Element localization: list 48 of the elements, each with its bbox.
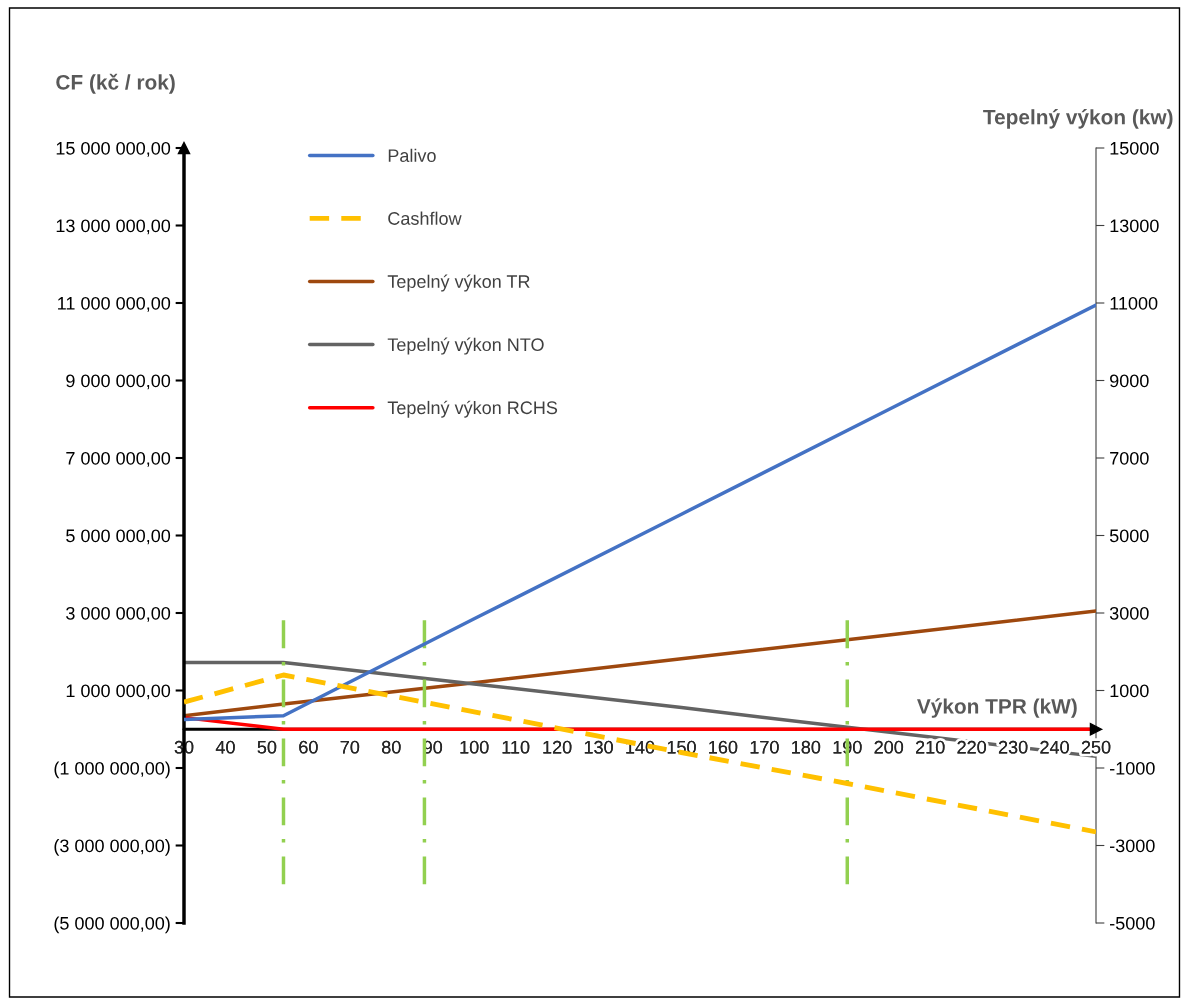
x-tick-label: 100 bbox=[460, 740, 489, 754]
y-tick-label: 1 000 000,00 bbox=[66, 684, 171, 700]
y-tick-label: 15 000 000,00 bbox=[56, 141, 171, 157]
y-tick-label: 11 000 000,00 bbox=[58, 296, 171, 312]
x-tick-label: 160 bbox=[709, 740, 738, 754]
x-tick-label: 210 bbox=[916, 740, 945, 754]
y2-tick-label: 7000 bbox=[1110, 451, 1149, 465]
legend-label: Tepelný výkon NTO bbox=[387, 337, 544, 355]
y2-tick-label: -3000 bbox=[1110, 839, 1155, 853]
x-tick-label: 70 bbox=[340, 740, 360, 754]
x-tick-label: 50 bbox=[257, 740, 277, 754]
legend-label: Tepelný výkon RCHS bbox=[387, 400, 558, 418]
y2-tick-label: 11000 bbox=[1110, 296, 1158, 310]
y2-axis-title: Tepelný výkon (kw) bbox=[983, 109, 1173, 129]
x-tick-label: 130 bbox=[584, 740, 613, 754]
y2-tick-label: 15000 bbox=[1110, 141, 1159, 155]
legend-label: Cashflow bbox=[388, 211, 462, 225]
y2-tick-label: -5000 bbox=[1110, 916, 1155, 930]
y-tick-label: (1 000 000,00) bbox=[54, 761, 170, 779]
x-tick-label: 170 bbox=[750, 740, 779, 754]
y2-tick-label: 3000 bbox=[1109, 606, 1149, 620]
y2-tick-label: 9000 bbox=[1110, 374, 1149, 388]
x-tick-label: 40 bbox=[215, 740, 235, 754]
x-axis-title: Výkon TPR (kW) bbox=[917, 698, 1077, 718]
y2-tick-label: 1000 bbox=[1110, 684, 1149, 698]
y2-tick-label: 5000 bbox=[1109, 529, 1149, 543]
y-tick-label: 5 000 000,00 bbox=[66, 529, 171, 545]
x-tick-label: 60 bbox=[299, 740, 318, 754]
y-tick-label: (3 000 000,00) bbox=[54, 838, 170, 856]
legend-label: Palivo bbox=[388, 148, 436, 163]
x-tick-label: 250 bbox=[1081, 740, 1111, 754]
y2-tick-label: -1000 bbox=[1110, 761, 1155, 775]
y-tick-label: (5 000 000,00) bbox=[54, 916, 170, 934]
y-tick-label: 13 000 000,00 bbox=[56, 219, 171, 235]
y-tick-label: 3 000 000,00 bbox=[66, 606, 171, 622]
x-tick-label: 220 bbox=[957, 740, 986, 754]
x-tick-label: 120 bbox=[543, 740, 572, 754]
y-axis-title: CF (kč / rok) bbox=[56, 73, 175, 94]
y2-tick-label: 13000 bbox=[1110, 219, 1159, 233]
x-tick-label: 80 bbox=[382, 740, 401, 754]
line-series bbox=[184, 303, 1096, 722]
y-tick-label: 9 000 000,00 bbox=[66, 374, 171, 390]
x-tick-label: 200 bbox=[874, 740, 904, 754]
legend-label: Tepelný výkon TR bbox=[387, 274, 530, 292]
x-tick-label: 180 bbox=[792, 740, 821, 754]
line-series bbox=[184, 609, 1096, 718]
x-tick-label: 110 bbox=[502, 740, 530, 754]
y-tick-label: 7 000 000,00 bbox=[66, 451, 171, 467]
